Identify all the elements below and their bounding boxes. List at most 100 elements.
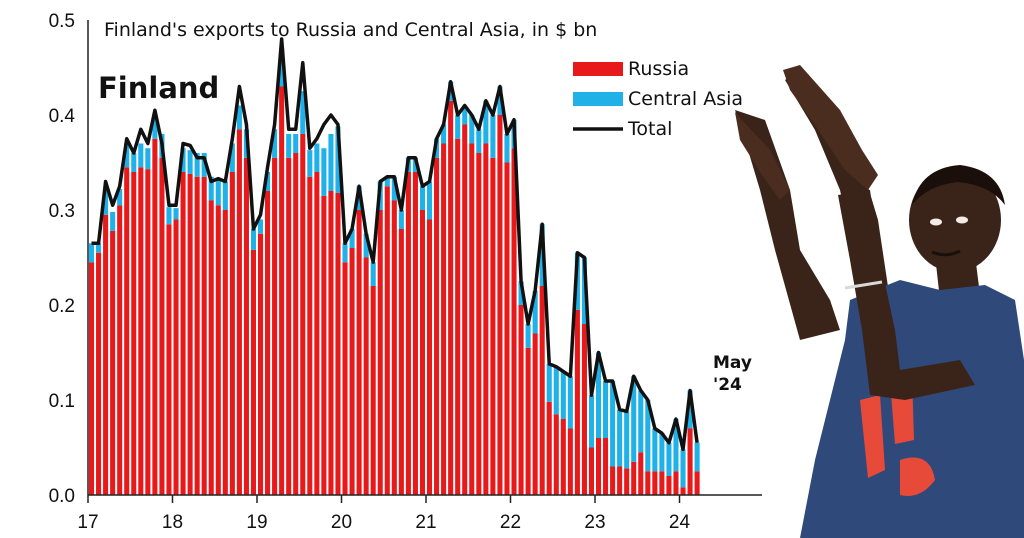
- bar-russia: [356, 210, 362, 495]
- bar-central-asia: [518, 281, 524, 305]
- bar-russia: [152, 138, 158, 495]
- eye-right: [956, 216, 968, 224]
- bar-central-asia: [624, 411, 630, 469]
- bar-russia: [412, 172, 418, 495]
- bar-central-asia: [588, 395, 595, 448]
- bar-russia: [103, 214, 109, 495]
- x-tick-label: 17: [77, 512, 98, 533]
- bar-russia: [370, 286, 376, 495]
- bar-russia: [652, 471, 658, 495]
- bar-russia: [272, 157, 278, 495]
- bar-central-asia: [293, 134, 299, 153]
- bar-russia: [96, 252, 102, 495]
- bar-central-asia: [603, 381, 609, 438]
- bar-central-asia: [673, 419, 679, 472]
- axes: [87, 20, 762, 496]
- x-tick-label: 20: [331, 512, 352, 533]
- bar-central-asia: [103, 191, 109, 215]
- bar-central-asia: [279, 48, 285, 87]
- bar-central-asia: [300, 91, 306, 134]
- bar-central-asia: [652, 428, 658, 472]
- bar-central-asia: [455, 115, 461, 139]
- bar-russia: [511, 148, 517, 495]
- bar-russia: [335, 192, 341, 495]
- bar-central-asia: [222, 181, 228, 210]
- bar-central-asia: [490, 115, 496, 158]
- bar-central-asia: [441, 124, 447, 144]
- bar-central-asia: [617, 409, 623, 467]
- bar-russia: [610, 466, 616, 495]
- bar-russia: [328, 191, 334, 495]
- bar-central-asia: [694, 442, 700, 472]
- bar-russia: [539, 286, 545, 495]
- annotation-line-1: May: [713, 353, 752, 373]
- bar-russia: [293, 153, 299, 495]
- legend-label-central-asia: Central Asia: [628, 88, 743, 110]
- x-tick-label: 18: [162, 512, 183, 533]
- bar-russia: [314, 172, 320, 495]
- bar-russia: [391, 200, 397, 495]
- bar-russia: [342, 262, 348, 495]
- bar-central-asia: [546, 363, 552, 402]
- bar-central-asia: [314, 143, 320, 172]
- bar-russia: [419, 210, 426, 495]
- left-hand: [735, 112, 790, 200]
- bar-central-asia: [426, 181, 433, 220]
- bar-central-asia: [236, 105, 242, 130]
- bar-russia: [581, 324, 587, 495]
- bar-central-asia: [462, 105, 468, 125]
- bar-central-asia: [567, 376, 573, 429]
- bar-central-asia: [335, 126, 341, 193]
- bar-central-asia: [173, 208, 179, 220]
- bar-russia: [377, 210, 383, 495]
- plot-area: [88, 37, 700, 495]
- bar-central-asia: [560, 371, 566, 419]
- bar-russia: [673, 471, 679, 495]
- bar-russia: [434, 157, 440, 495]
- bar-central-asia: [638, 390, 644, 453]
- bar-russia: [166, 224, 172, 495]
- bar-central-asia: [553, 366, 559, 415]
- person-photo: [735, 0, 1024, 538]
- bar-russia: [638, 452, 644, 495]
- bar-central-asia: [272, 129, 278, 158]
- bar-central-asia: [145, 148, 151, 170]
- legend-label-russia: Russia: [628, 58, 689, 80]
- bar-russia: [560, 419, 566, 495]
- bar-central-asia: [286, 134, 292, 158]
- country-label: Finland: [98, 71, 219, 105]
- bar-russia: [490, 157, 496, 495]
- bar-russia: [145, 169, 151, 495]
- bar-russia: [666, 476, 672, 495]
- bar-central-asia: [504, 134, 510, 163]
- bar-russia: [138, 167, 144, 495]
- y-tick-label: 0.2: [49, 296, 75, 317]
- y-tick-label: 0.4: [49, 106, 76, 127]
- bar-russia: [469, 143, 475, 495]
- bar-russia: [441, 143, 447, 495]
- bar-central-asia: [265, 172, 271, 191]
- bar-central-asia: [124, 143, 130, 168]
- bar-russia: [532, 333, 538, 495]
- bar-russia: [455, 138, 461, 495]
- bar-russia: [222, 210, 228, 495]
- bar-central-asia: [208, 176, 214, 201]
- bar-central-asia: [469, 115, 475, 144]
- head: [909, 168, 1001, 272]
- bar-central-asia: [229, 143, 235, 172]
- bar-russia: [405, 172, 411, 495]
- bar-russia: [257, 233, 264, 495]
- bar-russia: [286, 157, 292, 495]
- bar-russia: [694, 471, 700, 495]
- bar-central-asia: [152, 115, 158, 139]
- bar-russia: [645, 471, 651, 495]
- chart-title: Finland's exports to Russia and Central …: [104, 19, 597, 41]
- bar-central-asia: [391, 176, 397, 201]
- bar-russia: [553, 414, 559, 495]
- tick-labels: 0.0 0.1 0.2 0.3 0.4 0.5 17 18 19 20 21 22 23 24: [49, 11, 691, 533]
- shirt-graphic: [860, 376, 935, 496]
- bar-central-asia: [483, 100, 489, 144]
- bracelet: [844, 280, 883, 290]
- bar-russia: [236, 129, 242, 495]
- bar-russia: [574, 309, 580, 495]
